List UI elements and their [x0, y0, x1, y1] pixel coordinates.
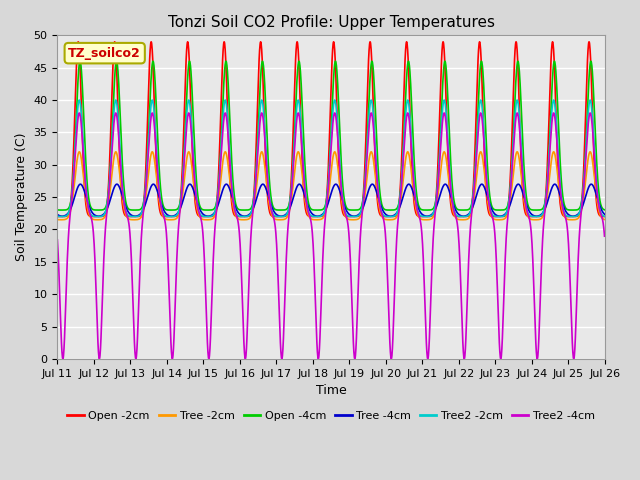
Line: Tree -2cm: Tree -2cm: [58, 152, 605, 220]
Open -4cm: [207, 207, 214, 213]
Open -4cm: [601, 207, 609, 213]
Tree -2cm: [54, 216, 61, 222]
Open -4cm: [348, 207, 355, 213]
Open -2cm: [348, 214, 355, 219]
Tree2 -4cm: [54, 237, 61, 243]
Open -4cm: [58, 207, 65, 213]
Tree -2cm: [76, 149, 83, 155]
Tree -4cm: [348, 213, 355, 218]
Open -4cm: [568, 207, 575, 213]
Open -2cm: [568, 214, 575, 219]
Tree2 -4cm: [568, 327, 575, 333]
Tree2 -4cm: [76, 110, 83, 116]
Tree -4cm: [601, 211, 609, 217]
Title: Tonzi Soil CO2 Profile: Upper Temperatures: Tonzi Soil CO2 Profile: Upper Temperatur…: [168, 15, 495, 30]
Tree2 -2cm: [54, 214, 61, 219]
Legend: Open -2cm, Tree -2cm, Open -4cm, Tree -4cm, Tree2 -2cm, Tree2 -4cm: Open -2cm, Tree -2cm, Open -4cm, Tree -4…: [63, 407, 599, 425]
Open -4cm: [54, 207, 61, 213]
X-axis label: Time: Time: [316, 384, 346, 397]
Open -2cm: [553, 130, 561, 135]
Tree -4cm: [490, 211, 498, 216]
Line: Tree2 -2cm: Tree2 -2cm: [58, 100, 605, 216]
Open -2cm: [601, 214, 609, 219]
Tree2 -2cm: [601, 214, 609, 219]
Tree2 -2cm: [568, 214, 575, 219]
Tree -2cm: [57, 217, 65, 223]
Tree -4cm: [553, 183, 561, 189]
Line: Open -4cm: Open -4cm: [58, 61, 605, 210]
Tree2 -4cm: [351, 356, 359, 362]
Tree2 -2cm: [207, 214, 214, 219]
Tree2 -2cm: [553, 124, 561, 130]
Tree -2cm: [359, 205, 367, 211]
Tree2 -4cm: [359, 203, 367, 208]
Tree2 -4cm: [347, 269, 355, 275]
Tree -2cm: [348, 217, 355, 223]
Open -4cm: [490, 206, 498, 212]
Tree2 -2cm: [490, 213, 498, 219]
Tree2 -2cm: [348, 214, 355, 219]
Open -4cm: [553, 81, 561, 87]
Tree -4cm: [207, 213, 214, 219]
Tree -4cm: [568, 213, 575, 219]
Open -4cm: [359, 197, 367, 203]
Tree -4cm: [359, 205, 367, 211]
Open -2cm: [74, 39, 82, 45]
Line: Open -2cm: Open -2cm: [58, 42, 605, 216]
Open -2cm: [490, 214, 498, 219]
Open -2cm: [207, 214, 214, 219]
Tree -4cm: [58, 214, 66, 219]
Tree2 -2cm: [359, 198, 367, 204]
Tree -4cm: [77, 181, 84, 187]
Tree -2cm: [553, 163, 561, 168]
Tree2 -4cm: [553, 134, 561, 140]
Open -2cm: [54, 214, 61, 219]
Tree -4cm: [54, 212, 61, 217]
Y-axis label: Soil Temperature (C): Soil Temperature (C): [15, 133, 28, 262]
Tree -2cm: [207, 216, 214, 222]
Open -2cm: [359, 196, 367, 202]
Open -2cm: [56, 214, 64, 219]
Tree -2cm: [601, 216, 609, 222]
Tree2 -4cm: [490, 225, 498, 230]
Tree2 -4cm: [206, 341, 214, 347]
Text: TZ_soilco2: TZ_soilco2: [68, 47, 141, 60]
Tree2 -2cm: [57, 214, 65, 219]
Tree -2cm: [490, 216, 498, 222]
Line: Tree2 -4cm: Tree2 -4cm: [58, 113, 605, 359]
Tree2 -4cm: [601, 233, 609, 239]
Tree -2cm: [568, 217, 575, 223]
Tree2 -2cm: [76, 97, 83, 103]
Line: Tree -4cm: Tree -4cm: [58, 184, 605, 216]
Open -4cm: [76, 59, 84, 64]
